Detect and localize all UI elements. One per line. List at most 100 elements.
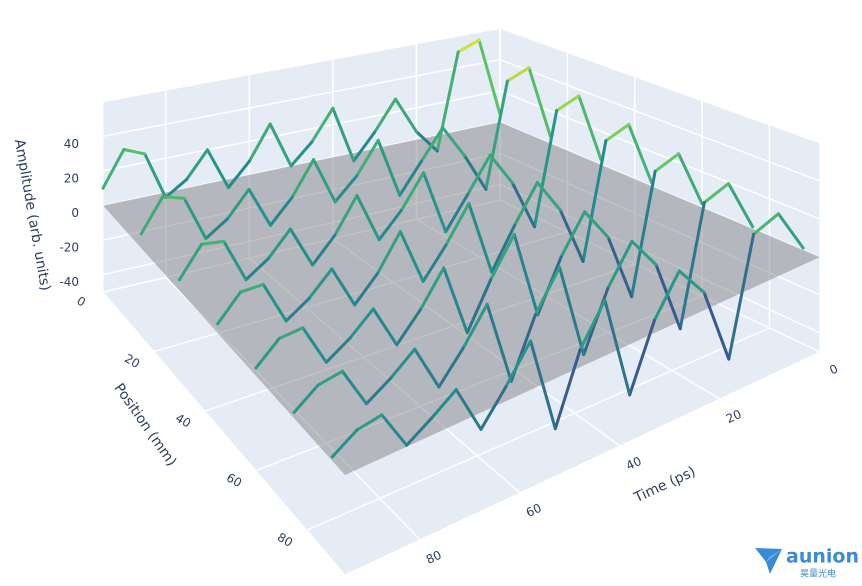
trace-segment [529,339,557,431]
trace-segment [330,428,359,459]
plot-area [101,38,820,475]
trace-segment [630,169,657,299]
trace-segment [398,230,425,283]
trace-segment [630,239,658,267]
trace-segment [340,369,368,406]
logo-subtitle: 昊量光电 [800,568,836,580]
trace-segment [444,201,471,247]
trace-segment [513,181,539,227]
trace-segment [333,174,359,204]
trace-segment [398,159,423,197]
logo-icon [755,548,782,574]
grid-line [499,58,821,182]
trace-segment [702,182,730,205]
trace-segment [752,212,780,236]
trace-segment [226,159,251,190]
trace-segment [419,126,445,163]
trace-segment [532,109,559,229]
trace-segment [182,196,208,241]
trace-segment [437,346,465,389]
x-tick-label: 60 [524,501,544,520]
trace-segment [301,326,328,364]
trace-segment [177,242,204,282]
trace-segment [479,385,508,431]
grid-line [255,295,703,472]
grid-line [153,231,568,353]
trace-segment [331,106,356,163]
trace-segment [266,227,292,261]
trace-segment [776,212,805,250]
trace-segment [101,147,126,190]
trace-segment [512,232,540,317]
trace-segment [467,201,494,274]
trace-segment [292,383,320,414]
trace-segment [488,153,514,185]
x-tick-label: 20 [724,407,744,426]
trace-segment [653,152,681,173]
trace-segment [465,278,493,335]
grid-line [306,327,770,532]
trace-segment [559,210,587,259]
trace-segment [535,181,562,212]
z-tick-label: 40 [64,137,79,151]
trace-segment [216,290,242,326]
logo-text: aunion [786,546,859,568]
trace-segment [143,152,168,199]
trace-segment [652,269,681,322]
trace-segment [504,339,533,389]
trace-segment [254,336,281,370]
trace-segment [399,171,426,212]
x-tick-label: 40 [624,454,644,473]
trace-segment [353,272,380,307]
trace-segment [533,265,562,317]
trace-segment [490,223,517,274]
z-axis-title: Amplitude (arb. units) [11,138,53,292]
trace-segment [277,326,305,340]
trace-segment [225,187,251,221]
trace-segment [164,177,189,199]
trace-segment [677,269,706,294]
trace-segment [466,153,492,196]
trace-segment [394,97,418,134]
trace-segment [489,232,516,282]
grid-line [204,263,635,412]
trace-segment [377,208,403,242]
grid-line [499,121,821,258]
trace-segment [222,239,248,282]
grid-line [102,152,501,241]
trace-segment [454,388,483,431]
y-tick-label: 20 [122,351,142,371]
trace-segment [364,376,393,406]
trace-segment [238,282,265,294]
trace-segment [421,243,448,283]
trace-segment [418,266,446,312]
trace-segment [429,388,458,420]
trace-segment [290,158,316,199]
trace-segment [330,267,357,307]
trace-segment [268,195,294,227]
labels: 0 20 40 60 80 0 20 40 60 80 -40 -20 0 20 40 [59,137,840,567]
trace-segment [310,106,335,144]
y-tick-label: 0 [74,294,88,310]
trace-segment [441,126,466,157]
trace-segment [355,193,381,242]
trace-segment [484,79,509,191]
grid-line [332,238,621,447]
trace-segment [444,192,470,234]
trace-segment [288,227,315,267]
trace-segment [355,138,380,178]
trace-segment [577,94,603,162]
trace-segment [442,266,469,335]
grid-line [248,257,521,494]
z-tick-label: 20 [64,171,79,185]
trace-segment [395,308,422,347]
trace-segment [413,347,441,389]
y-axis-title: Position (mm) [111,381,180,470]
trace-segment [376,230,402,275]
trace-segment [581,139,608,263]
grid-line [416,218,721,400]
trace-segment [628,318,656,397]
x-tick-label: 0 [827,362,840,378]
z-tick-label: -20 [59,241,79,255]
grid-line [102,58,501,138]
